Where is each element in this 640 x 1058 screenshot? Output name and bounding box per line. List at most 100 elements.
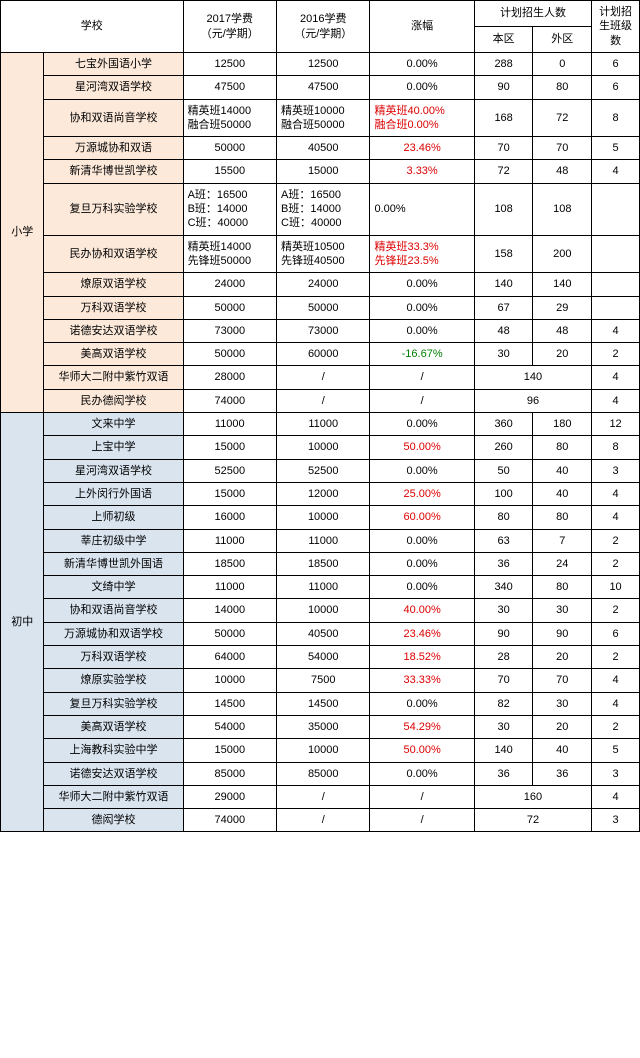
cell: 60.00% [370,506,474,529]
cell: 85000 [277,762,370,785]
cell: 47500 [183,76,276,99]
cell: 4 [592,389,640,412]
cell: 莘庄初级中学 [44,529,183,552]
cell: 14000 [183,599,276,622]
cell: 新清华博世凯外国语 [44,552,183,575]
cell: 80 [533,76,592,99]
cell: 140 [474,739,533,762]
cell: 2 [592,646,640,669]
cell: 4 [592,482,640,505]
cell: 11000 [277,576,370,599]
cell: 民办德闳学校 [44,389,183,412]
cell: 20 [533,343,592,366]
cell: 2 [592,715,640,738]
cell: 4 [592,160,640,183]
cell: 5 [592,739,640,762]
cell: 4 [592,669,640,692]
cell: 200 [533,235,592,273]
cell: 50000 [183,622,276,645]
cell: 73000 [277,319,370,342]
cell: 96 [474,389,591,412]
table-row: 民办协和双语学校精英班14000 先锋班50000精英班10500 先锋班405… [1,235,640,273]
cell: 24000 [277,273,370,296]
cell: / [370,366,474,389]
cell: 诺德安达双语学校 [44,319,183,342]
cell: 七宝外国语小学 [44,53,183,76]
cell: 精英班14000 融合班50000 [183,99,276,137]
table-row: 燎原实验学校10000750033.33%70704 [1,669,640,692]
cell: / [370,389,474,412]
cell: 2 [592,529,640,552]
cell: 260 [474,436,533,459]
cell: 30 [474,343,533,366]
cell: / [277,366,370,389]
cell: 90 [533,622,592,645]
cell: 华师大二附中紫竹双语 [44,785,183,808]
cell: 90 [474,622,533,645]
cell: 0.00% [370,53,474,76]
cell: 90 [474,76,533,99]
table-row: 莘庄初级中学11000110000.00%6372 [1,529,640,552]
cell: 158 [474,235,533,273]
cell: 万科双语学校 [44,646,183,669]
cell: 40.00% [370,599,474,622]
cell: 70 [474,669,533,692]
cell: 35000 [277,715,370,738]
cell: 50.00% [370,739,474,762]
cell: 6 [592,622,640,645]
table-row: 万科双语学校640005400018.52%28202 [1,646,640,669]
cell: 288 [474,53,533,76]
table-row: 诺德安达双语学校85000850000.00%36363 [1,762,640,785]
table-row: 美高双语学校540003500054.29%30202 [1,715,640,738]
cell: 0.00% [370,692,474,715]
cell: A班：16500 B班：14000 C班：40000 [277,183,370,235]
cell: 3 [592,809,640,832]
cell: 0.00% [370,762,474,785]
cell: 复旦万科实验学校 [44,692,183,715]
cell: 6 [592,53,640,76]
cell: 36 [474,762,533,785]
cell: 80 [533,436,592,459]
cell: 80 [474,506,533,529]
cell: 3.33% [370,160,474,183]
tuition-table: 学校 2017学费 （元/学期） 2016学费 （元/学期） 涨幅 计划招生人数… [0,0,640,832]
cell: 万源城协和双语 [44,137,183,160]
table-row: 美高双语学校5000060000-16.67%30202 [1,343,640,366]
cell: 168 [474,99,533,137]
cell: 74000 [183,389,276,412]
cell: 精英班40.00% 融合班0.00% [370,99,474,137]
cell: 燎原实验学校 [44,669,183,692]
cell: 万科双语学校 [44,296,183,319]
table-row: 诺德安达双语学校73000730000.00%48484 [1,319,640,342]
table-row: 复旦万科实验学校14500145000.00%82304 [1,692,640,715]
cell: 5 [592,137,640,160]
table-row: 协和双语尚音学校140001000040.00%30302 [1,599,640,622]
table-row: 新清华博世凯外国语18500185000.00%36242 [1,552,640,575]
table-row: 上海教科实验中学150001000050.00%140405 [1,739,640,762]
section-label: 小学 [1,53,44,413]
cell: 50.00% [370,436,474,459]
cell: 340 [474,576,533,599]
cell: 50000 [277,296,370,319]
table-row: 民办德闳学校74000//964 [1,389,640,412]
cell [592,273,640,296]
cell: 2 [592,343,640,366]
cell: 30 [533,692,592,715]
cell: 72 [533,99,592,137]
cell: 50000 [183,343,276,366]
cell: 新清华博世凯学校 [44,160,183,183]
cell: 18500 [183,552,276,575]
cell: / [277,785,370,808]
cell: 140 [533,273,592,296]
cell: 0.00% [370,552,474,575]
cell: 15000 [277,160,370,183]
cell: 48 [474,319,533,342]
cell: 0 [533,53,592,76]
cell: 70 [474,137,533,160]
cell: 精英班10500 先锋班40500 [277,235,370,273]
table-row: 星河湾双语学校47500475000.00%90806 [1,76,640,99]
cell: 复旦万科实验学校 [44,183,183,235]
cell: 70 [533,137,592,160]
cell: 23.46% [370,137,474,160]
table-row: 文绮中学11000110000.00%3408010 [1,576,640,599]
